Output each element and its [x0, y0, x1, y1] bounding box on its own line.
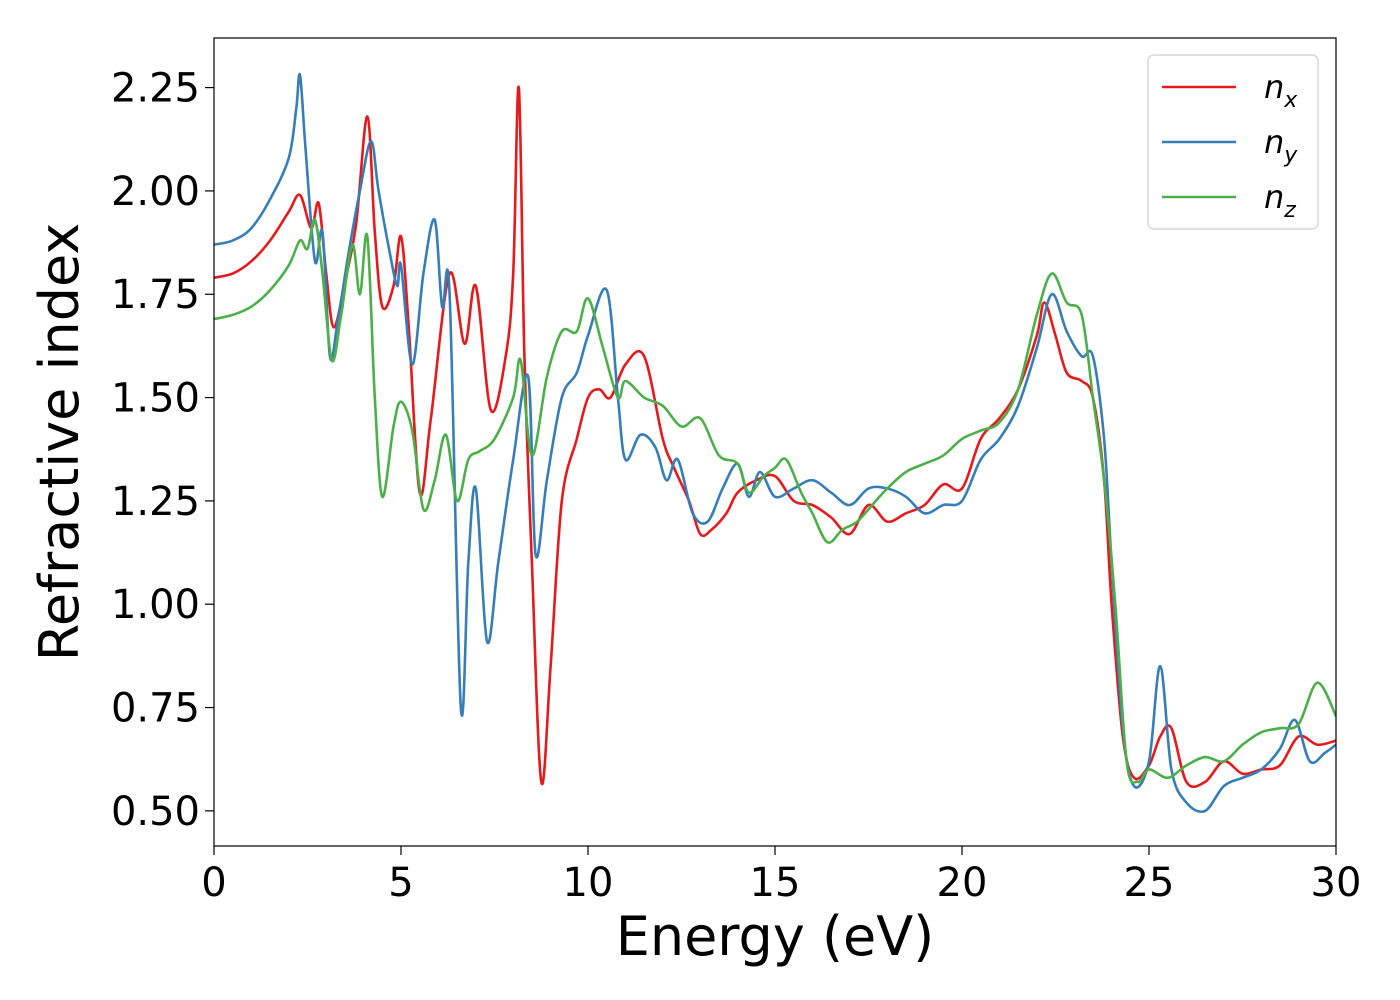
- y-tick-label: 1.00: [111, 582, 200, 628]
- x-tick-label: 25: [1124, 860, 1175, 906]
- x-tick-label: 30: [1311, 860, 1362, 906]
- x-ticks: 0 5 10 15 20 25 30: [201, 846, 1361, 906]
- legend-label-x: nx: [1264, 68, 1298, 113]
- y-tick-label: 2.00: [111, 169, 200, 215]
- y-ticks: 0.50 0.75 1.00 1.25 1.50 1.75 2.00 2.25: [111, 66, 214, 835]
- x-tick-label: 20: [937, 860, 988, 906]
- x-tick-label: 15: [750, 860, 801, 906]
- series-line-x: [214, 85, 1336, 789]
- x-tick-label: 10: [563, 860, 614, 906]
- y-tick-label: 1.50: [111, 376, 200, 422]
- y-tick-label: 0.50: [111, 789, 200, 835]
- series-line-y: [214, 72, 1336, 814]
- y-tick-label: 1.25: [111, 479, 200, 525]
- y-tick-label: 1.75: [111, 272, 200, 318]
- series-line-z: [214, 218, 1336, 784]
- y-tick-label: 0.75: [111, 686, 200, 732]
- y-tick-label: 2.25: [111, 66, 200, 112]
- legend: nx ny nz: [1147, 54, 1319, 230]
- x-tick-label: 0: [201, 860, 226, 906]
- x-axis-label: Energy (eV): [616, 905, 935, 968]
- series-layer: [214, 72, 1336, 814]
- legend-label-y: ny: [1264, 123, 1298, 168]
- y-axis-label: Refractive index: [28, 223, 91, 662]
- legend-label-z: nz: [1264, 178, 1296, 223]
- x-tick-label: 5: [388, 860, 413, 906]
